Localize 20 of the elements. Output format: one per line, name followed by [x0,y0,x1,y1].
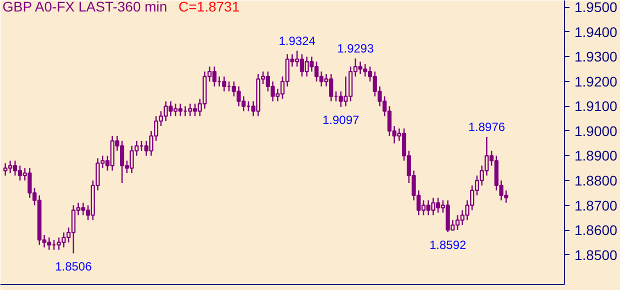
annotation: 1.8976 [468,120,506,134]
y-tick-label: 1.8900 [574,148,618,164]
annotation: 1.9324 [278,34,316,48]
y-tick-label: 1.9100 [574,98,618,114]
candlestick [222,76,226,92]
y-tick-label: 1.8600 [574,222,618,238]
y-tick-label: 1.9200 [574,73,618,90]
chart-subtitle: C=1.8731 [178,0,240,14]
y-tick-label: 1.9400 [574,24,618,40]
y-tick-label: 1.9000 [574,122,618,139]
annotation: 1.9097 [322,112,360,127]
y-tick-label: 1.8800 [574,172,618,189]
y-tick-label: 1.9300 [574,48,618,65]
chart-title: GBP A0-FX LAST-360 min [2,0,168,14]
y-tick-label: 1.8500 [574,246,618,263]
y-tick-label: 1.9500 [574,0,618,16]
annotation: 1.8506 [55,259,92,274]
annotation: 1.9293 [337,41,374,56]
y-tick-label: 1.8700 [574,197,618,214]
annotation: 1.8592 [429,238,466,252]
